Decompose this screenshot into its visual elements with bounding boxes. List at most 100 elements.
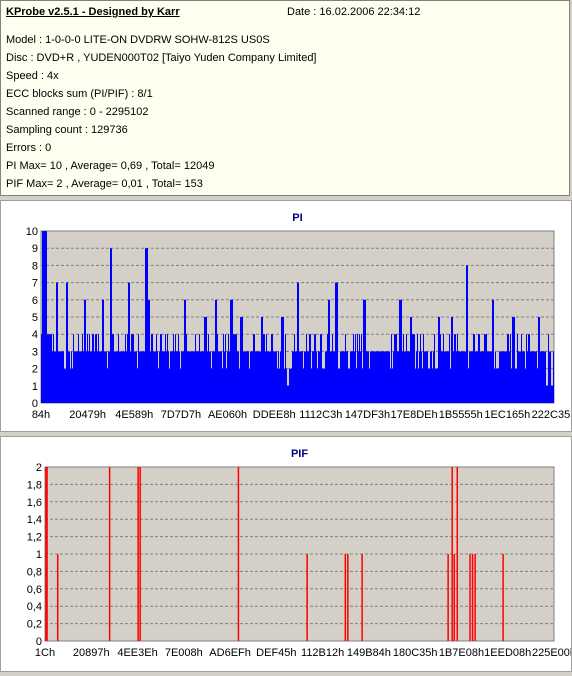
pi-bar [424,351,425,403]
y-tick-label: 1,4 [27,514,42,526]
x-tick-label: 20897h [73,647,110,659]
pi-bar [108,351,109,403]
pi-bar [545,351,546,403]
pi-bar [202,351,203,403]
pi-bar [382,351,383,403]
pi-bar [138,334,139,403]
pi-bar [484,334,485,403]
pi-bar [334,351,335,403]
pi-bar [146,248,147,403]
pi-bar [90,351,91,403]
pi-bar [273,351,274,403]
pi-bar [483,351,484,403]
pi-bar [112,334,113,403]
pi-bar [225,334,226,403]
pi-bar [158,368,159,403]
pi-bar [517,334,518,403]
pi-bar [355,334,356,403]
pi-bar [477,351,478,403]
pi-bar [214,351,215,403]
pi-bar [490,351,491,403]
pi-bar [285,334,286,403]
pi-bar [458,351,459,403]
pi-bar [216,299,217,403]
pi-bar [293,351,294,403]
pi-bar [327,334,328,403]
pi-bar [318,351,319,403]
pi-bar [96,334,97,403]
pi-bar [137,368,138,403]
pi-bar [211,368,212,403]
pi-bar [333,351,334,403]
pi-bar [367,351,368,403]
pi-bar [363,299,364,403]
pi-bar [324,368,325,403]
y-tick-label: 2 [32,364,38,376]
pi-bar [289,368,290,403]
pi-bar [384,351,385,403]
pif-chart: PIF 0 0,2 0,4 0,6 0,8 1 1,2 1,4 1,6 1,8 2 1Ch 20897h 4… [27,448,572,659]
y-tick-label: 4 [32,329,38,341]
pi-bar [544,351,545,403]
pi-bar [486,334,487,403]
pi-bar [185,299,186,403]
pi-bar [441,351,442,403]
ecc-line: ECC blocks sum (PI/PIF) : 8/1 [6,88,153,100]
x-tick-label: 112B12h [301,647,344,659]
x-tick-label: 17E8DEh [391,409,438,421]
pi-bar [459,351,460,403]
pi-bar [549,351,550,403]
pi-bar [61,351,62,403]
pi-chart-panel: PI 0 1 2 3 4 5 6 7 8 9 10 84h 20479h 4E589h 7D7D7h AE060… [0,200,572,432]
pi-bar [468,368,469,403]
pi-summary-line: PI Max= 10 , Average= 0,69 , Total= 1204… [6,160,215,172]
x-tick-label: 20479h [69,409,106,421]
pi-bar [538,317,539,403]
pi-bar [290,368,291,403]
pi-bar [548,334,549,403]
x-tick-label: 149B84h [347,647,391,659]
pi-bar [136,351,137,403]
pi-bar [342,351,343,403]
pi-bar [257,351,258,403]
pi-bar [66,282,67,403]
pi-bar [100,351,101,403]
pi-bar [522,351,523,403]
pi-bar [346,351,347,403]
pi-bar [197,351,198,403]
pi-bar [231,299,232,403]
pi-bar [271,334,272,403]
pi-bar [268,351,269,403]
pi-bar [59,351,60,403]
pi-bar [405,351,406,403]
pi-bar [395,334,396,403]
pi-bar [426,351,427,403]
pi-bar [463,351,464,403]
pi-bar [121,351,122,403]
pi-bar [503,351,504,403]
pi-bar [446,351,447,403]
pi-bar [68,351,69,403]
pi-bar [362,368,363,403]
pi-bar [78,334,79,403]
pi-bar [534,351,535,403]
x-tick-label: 1B5555h [439,409,483,421]
pi-bar [340,351,341,403]
pi-bar [89,334,90,403]
pi-bar [515,368,516,403]
pi-bar [288,385,289,403]
pi-bar [157,351,158,403]
pi-bar [539,317,540,403]
pi-bar [404,351,405,403]
pi-bar [240,317,241,403]
pi-bar [144,351,145,403]
pi-bar [386,351,387,403]
pi-bar [368,351,369,403]
pi-bar [553,351,554,403]
pi-bar [464,351,465,403]
pi-bar [262,317,263,403]
pi-bar [164,351,165,403]
pi-bar [115,351,116,403]
pi-bar [255,351,256,403]
pi-bar [171,351,172,403]
